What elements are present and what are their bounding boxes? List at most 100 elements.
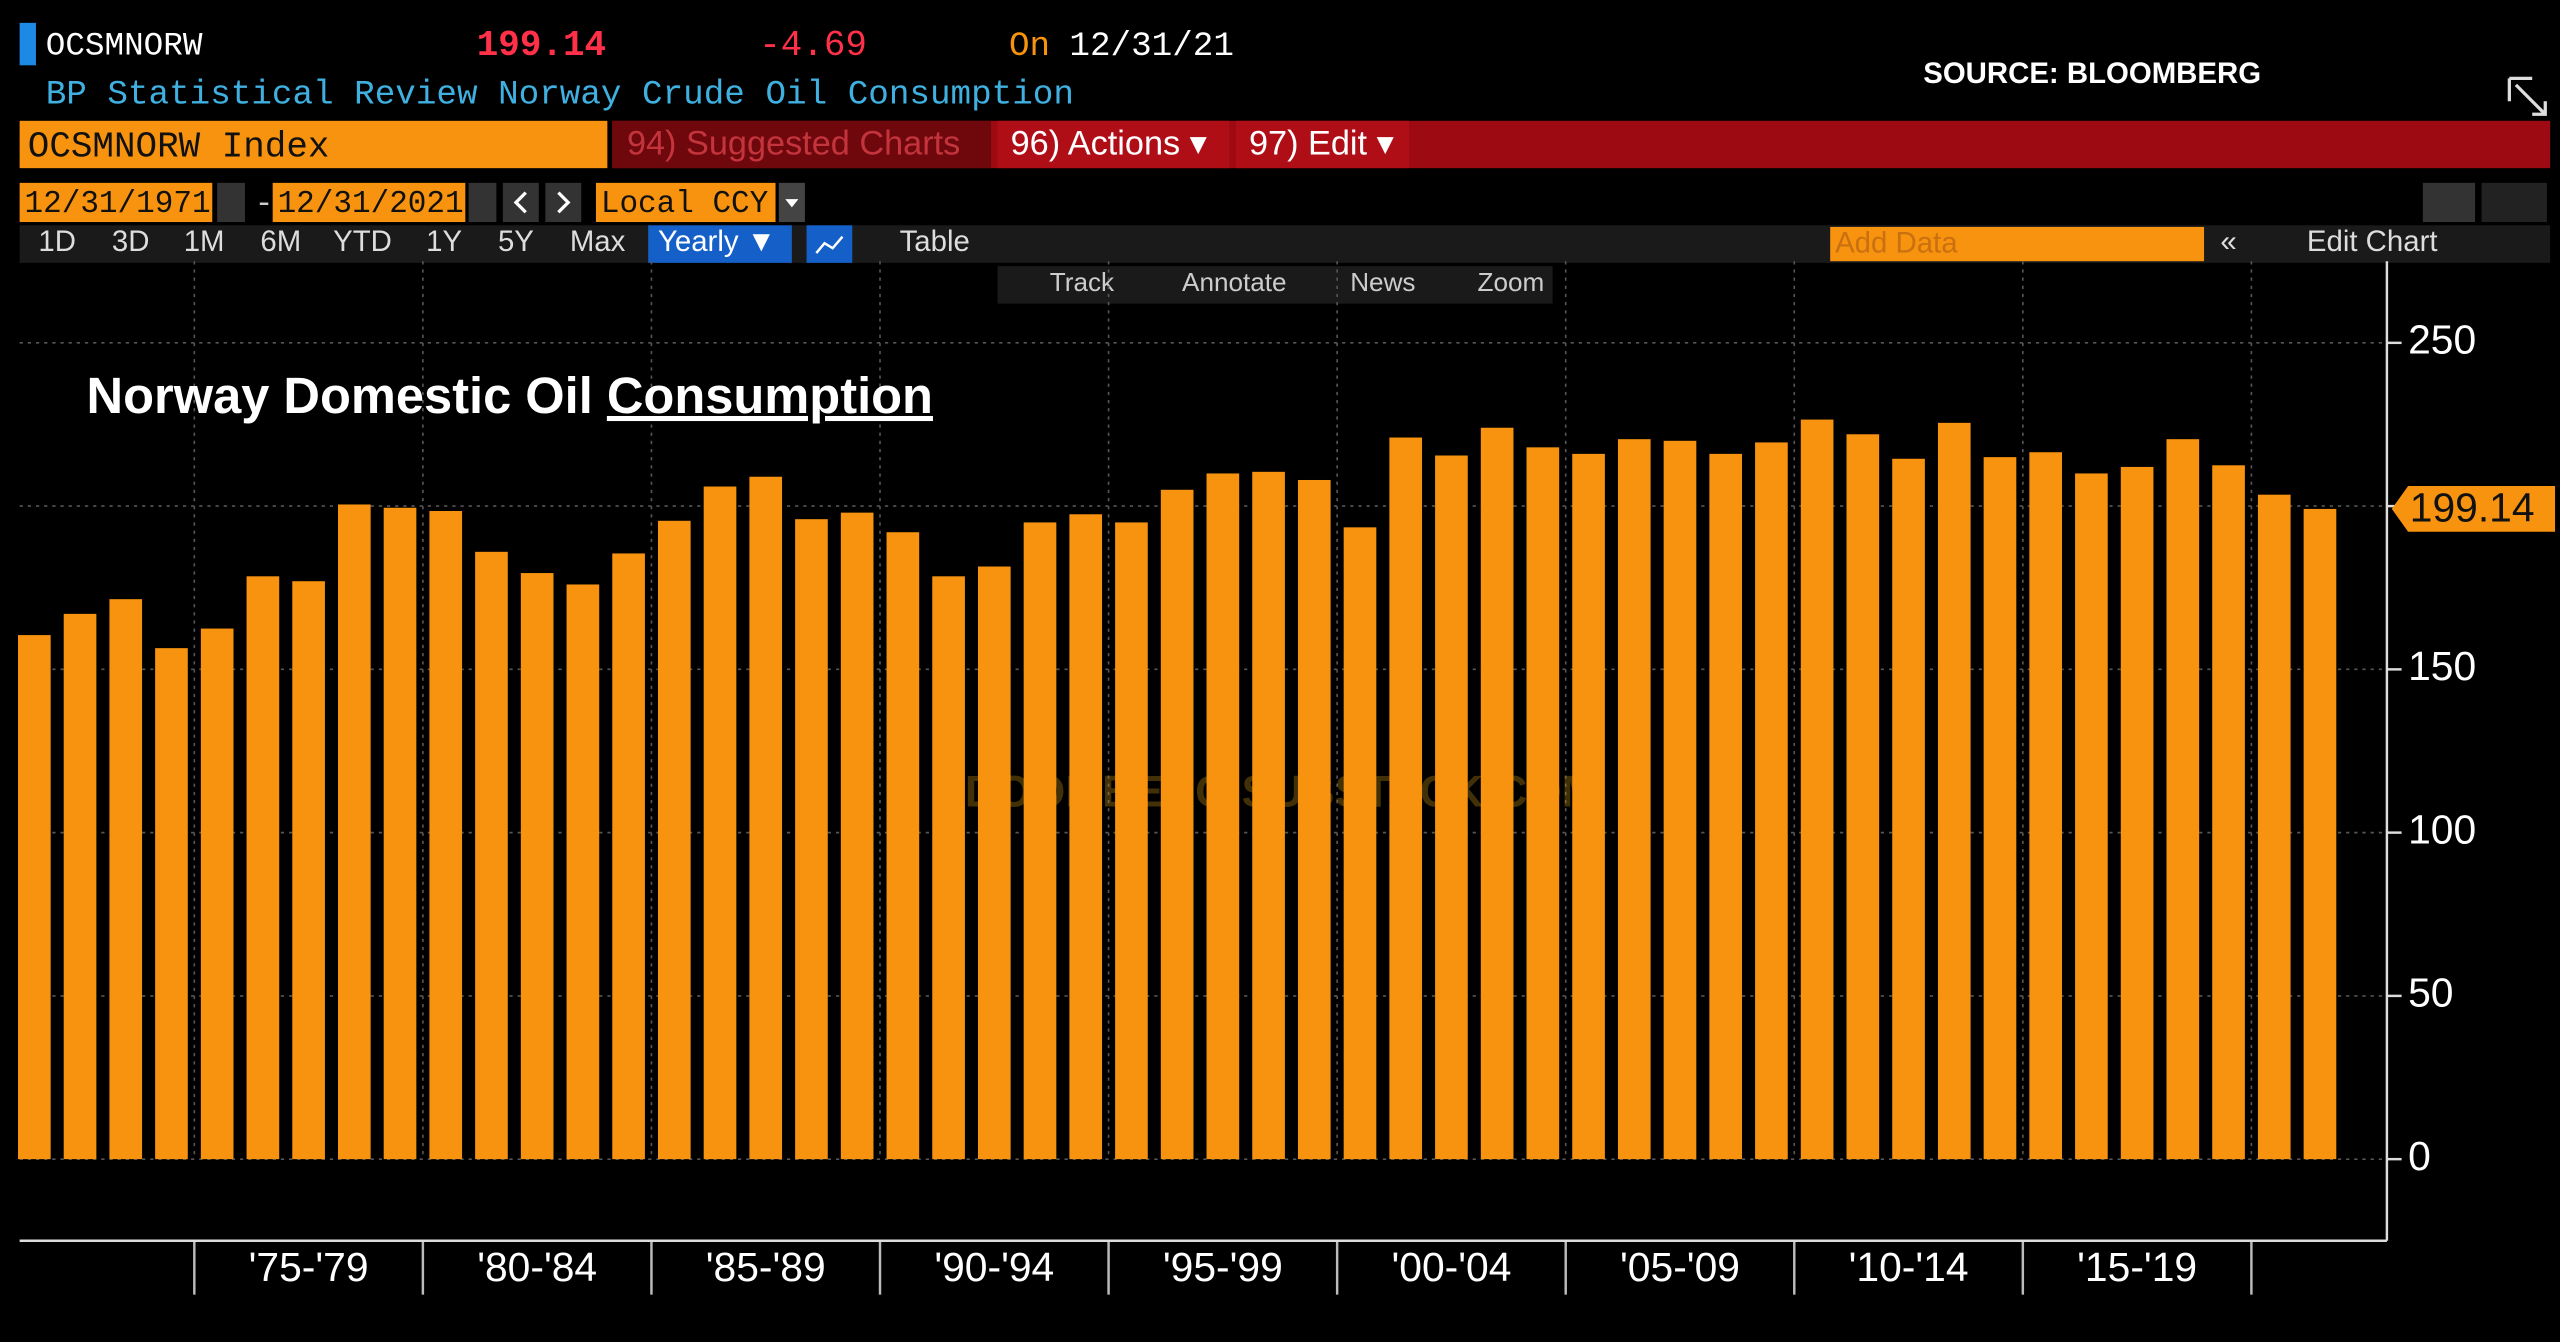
bar [2257, 494, 2291, 1160]
calendar-icon[interactable] [468, 182, 497, 223]
bar [749, 476, 783, 1160]
bar [1115, 522, 1148, 1160]
period-button[interactable]: Max [570, 225, 626, 258]
start-date-box[interactable] [19, 182, 213, 223]
y-tick-label: 0 [2408, 1133, 2431, 1179]
y-tick-label: 150 [2408, 643, 2476, 689]
tool-button[interactable]: News [1350, 267, 1415, 297]
chart-title-link[interactable]: Consumption [607, 367, 933, 424]
period-button[interactable]: 1M [184, 225, 225, 258]
redo-button[interactable] [2481, 182, 2547, 223]
next-button[interactable] [545, 182, 582, 223]
menu-item[interactable]: 94) Suggested Charts [627, 124, 960, 162]
x-group-label: '00-'04 [1391, 1244, 1511, 1290]
period-button[interactable]: YTD [333, 225, 392, 258]
menu-item[interactable]: 97) Edit ▾ [1249, 124, 1395, 162]
currency-box[interactable] [595, 182, 776, 223]
on-label: On [1009, 27, 1050, 66]
last-value-tag [2391, 486, 2556, 532]
security-box[interactable] [19, 120, 608, 169]
undo-button[interactable] [2422, 182, 2476, 223]
tools-group: Track Annotate News Zoom [1050, 267, 1544, 297]
collapse-button[interactable]: « [2220, 225, 2236, 258]
x-group-label: '80-'84 [477, 1244, 597, 1290]
bar [1663, 440, 1697, 1160]
period-button[interactable]: 5Y [498, 225, 534, 258]
bar [383, 507, 417, 1160]
add-data-box[interactable] [1830, 226, 2205, 262]
x-group-label: '95-'99 [1163, 1244, 1283, 1290]
bar [932, 576, 965, 1160]
end-date: 12/31/2021 [278, 187, 464, 222]
bar [63, 613, 97, 1160]
menu-item-bg[interactable] [612, 120, 992, 169]
bar [612, 553, 645, 1160]
prev-button[interactable] [502, 182, 539, 223]
period-group: 1D 3D 1M 6M YTD 1Y 5Y Max [38, 225, 625, 258]
menu-item-bg[interactable] [1235, 120, 1409, 169]
dropdown-arrow [785, 199, 799, 208]
y-tick-label: 100 [2408, 806, 2476, 852]
bar [1617, 439, 1651, 1160]
bar [1069, 514, 1103, 1160]
x-group-label: '05-'09 [1620, 1244, 1740, 1290]
currency: Local CCY [601, 187, 769, 222]
bar [1252, 471, 1285, 1160]
description: BP Statistical Review Norway Crude Oil C… [46, 76, 1074, 115]
chart-type-button[interactable] [806, 225, 853, 263]
chart-type-icon [815, 235, 844, 254]
bar [2120, 466, 2154, 1160]
ticker: OCSMNORW [46, 27, 203, 64]
tool-button[interactable]: Annotate [1182, 267, 1287, 297]
chart-title: Norway Domestic Oil Consumption [87, 367, 933, 424]
popout-icon[interactable] [2507, 76, 2547, 116]
date-separator: - [255, 187, 274, 222]
period-button[interactable]: 6M [260, 225, 301, 258]
bar [1435, 455, 1468, 1160]
frequency-box[interactable] [648, 225, 792, 263]
bar [1343, 527, 1377, 1160]
bar [1206, 473, 1240, 1160]
chart-title-text: Norway Domestic Oil [87, 367, 593, 424]
bar [1572, 453, 1605, 1160]
prev-arrow [513, 191, 527, 214]
source: SOURCE: BLOOMBERG [1923, 57, 2261, 90]
as-of-date: 12/31/21 [1069, 27, 1234, 66]
end-date-box[interactable] [272, 182, 466, 223]
bar [2212, 465, 2245, 1160]
bar [292, 581, 325, 1160]
bar [1892, 458, 1925, 1160]
tool-button[interactable]: Track [1050, 267, 1115, 297]
bar [566, 584, 600, 1160]
tool-button[interactable]: Zoom [1478, 267, 1545, 297]
table-button[interactable]: Table [900, 225, 970, 258]
frequency: Yearly ▼ [658, 225, 776, 258]
bar [2166, 439, 2200, 1160]
bar [475, 551, 508, 1160]
calendar-icon[interactable] [217, 182, 245, 223]
add-data: Add Data [1835, 227, 1958, 260]
bar [2303, 508, 2337, 1160]
ticker-marker [19, 22, 36, 66]
bar [1983, 457, 2017, 1160]
period-button[interactable]: 1Y [426, 225, 462, 258]
last-value-label: 199.14 [2410, 484, 2535, 530]
period-button[interactable]: 1D [38, 225, 76, 258]
menu-item[interactable]: 96) Actions ▾ [1011, 124, 1208, 162]
bar [246, 576, 280, 1160]
bar [795, 519, 828, 1160]
next-arrow [557, 191, 571, 214]
x-group-label: '10-'14 [1849, 1244, 1969, 1290]
period-button[interactable]: 3D [112, 225, 150, 258]
x-group-label: '85-'89 [706, 1244, 826, 1290]
menu-item-bg[interactable] [997, 120, 1230, 169]
bar [200, 628, 234, 1160]
bar [1023, 522, 1057, 1160]
x-group-label: '15-'19 [2077, 1244, 2197, 1290]
bar [1755, 442, 1788, 1160]
edit-chart[interactable]: Edit Chart [2307, 225, 2438, 258]
bar [2075, 473, 2108, 1160]
bar [1709, 453, 1743, 1160]
bar [1526, 447, 1560, 1160]
